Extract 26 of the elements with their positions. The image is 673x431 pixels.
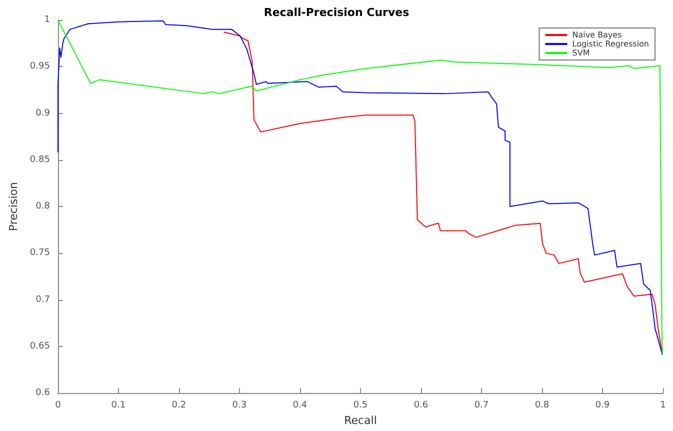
y-tick-label: 0.7	[36, 294, 50, 305]
x-tick-label: 0.8	[534, 400, 550, 411]
y-tick-label: 0.9	[36, 108, 50, 118]
legend-label: Naive Bayes	[572, 30, 622, 40]
x-tick-label: 0	[55, 400, 62, 411]
y-tick-label: 1	[44, 15, 50, 25]
x-tick-label: 0.5	[353, 400, 368, 411]
x-tick-label: 0.3	[232, 400, 247, 411]
y-tick-label: 0.85	[30, 154, 50, 165]
x-tick-label: 0.6	[414, 400, 428, 411]
x-tick-label: 1	[660, 400, 666, 411]
legend-label: Logistic Regression	[572, 40, 650, 48]
y-tick-label: 0.75	[30, 248, 50, 258]
x-tick-label: 0.7	[474, 400, 489, 411]
x-tick-label: 0.1	[111, 400, 126, 411]
legend-label: SVM	[572, 48, 590, 58]
y-tick-label: 0.8	[36, 202, 50, 212]
y-tick-label: 0.6	[36, 388, 50, 398]
x-axis-title: Recall	[344, 414, 377, 427]
y-tick-label: 0.65	[30, 341, 50, 352]
x-tick-label: 0.4	[292, 400, 308, 411]
y-axis-title: Precision	[7, 182, 20, 232]
y-tick-label: 0.95	[30, 62, 50, 72]
chart-title: Recall-Precision Curves	[264, 6, 410, 19]
x-tick-label: 0.9	[595, 400, 610, 411]
x-tick-label: 0.2	[172, 400, 186, 411]
